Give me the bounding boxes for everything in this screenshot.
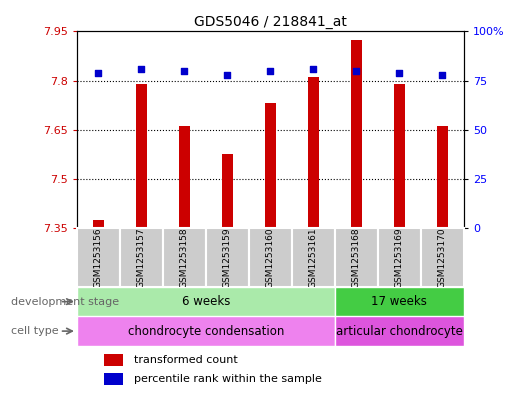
Point — [94, 70, 103, 76]
Bar — [179, 127, 190, 228]
Point — [395, 70, 403, 76]
Bar — [77, 287, 335, 316]
Bar — [335, 316, 464, 346]
Bar — [335, 287, 464, 316]
Bar — [437, 127, 448, 228]
Point — [438, 72, 446, 78]
Text: percentile rank within the sample: percentile rank within the sample — [134, 374, 322, 384]
Text: GSM1253169: GSM1253169 — [395, 227, 404, 288]
Bar — [249, 228, 292, 287]
Text: development stage: development stage — [11, 297, 119, 307]
Bar — [351, 40, 361, 228]
Text: GSM1253161: GSM1253161 — [309, 227, 318, 288]
Text: GSM1253158: GSM1253158 — [180, 227, 189, 288]
Text: articular chondrocyte: articular chondrocyte — [336, 325, 463, 338]
Text: GSM1253160: GSM1253160 — [266, 227, 275, 288]
Bar — [378, 228, 421, 287]
Bar — [206, 228, 249, 287]
Bar — [308, 77, 319, 228]
Bar — [421, 228, 464, 287]
Text: GSM1253170: GSM1253170 — [438, 227, 447, 288]
Point — [137, 66, 146, 72]
Bar — [104, 354, 122, 366]
Text: transformed count: transformed count — [134, 355, 238, 365]
Bar — [265, 103, 276, 228]
Point — [352, 68, 360, 74]
Text: GSM1253159: GSM1253159 — [223, 227, 232, 288]
Bar — [292, 228, 335, 287]
Text: 17 weeks: 17 weeks — [372, 295, 427, 308]
Bar — [335, 228, 378, 287]
Point — [309, 66, 317, 72]
Bar — [77, 228, 120, 287]
Bar — [136, 84, 147, 228]
Text: cell type: cell type — [11, 326, 58, 336]
Point — [223, 72, 232, 78]
Bar — [394, 84, 404, 228]
Text: 6 weeks: 6 weeks — [182, 295, 230, 308]
Bar — [163, 228, 206, 287]
Text: GSM1253156: GSM1253156 — [94, 227, 103, 288]
Point — [266, 68, 275, 74]
Bar — [77, 316, 335, 346]
Title: GDS5046 / 218841_at: GDS5046 / 218841_at — [194, 15, 347, 29]
Bar — [93, 220, 104, 228]
Text: chondrocyte condensation: chondrocyte condensation — [128, 325, 284, 338]
Text: GSM1253157: GSM1253157 — [137, 227, 146, 288]
Point — [180, 68, 189, 74]
Bar — [104, 373, 122, 385]
Bar — [222, 154, 233, 228]
Text: GSM1253168: GSM1253168 — [352, 227, 361, 288]
Bar — [120, 228, 163, 287]
